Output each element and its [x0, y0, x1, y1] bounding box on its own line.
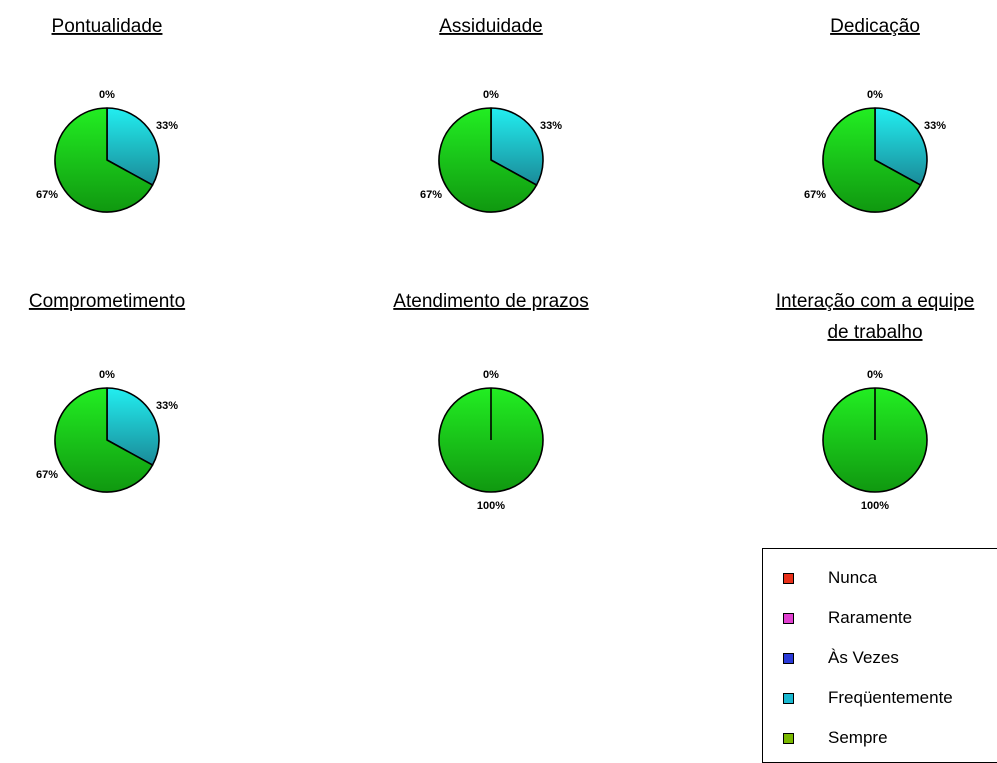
pie-data-label: 100%	[861, 500, 889, 512]
pie-chart-dedicacao: Dedicação 0% 33% 67%	[804, 16, 946, 213]
pie-data-label: 33%	[540, 120, 562, 132]
chart-title: Dedicação	[830, 16, 920, 37]
legend-swatch-sempre	[783, 732, 794, 744]
pie-data-label: 67%	[36, 189, 58, 201]
pie-slice-sempre	[54, 107, 154, 213]
legend-label-nunca: Nunca	[828, 568, 878, 587]
pie-data-label: 0%	[483, 369, 499, 381]
legend-swatch-nunca	[783, 572, 794, 584]
legend-label-sempre: Sempre	[828, 728, 888, 747]
pie-data-label: 0%	[867, 89, 883, 101]
chart-title: Pontualidade	[52, 16, 163, 37]
legend-swatch-raramente	[783, 612, 794, 624]
pie-chart-atendimento-de-prazos: Atendimento de prazos 0% 100%	[393, 291, 588, 512]
pie-slice-sempre	[822, 107, 922, 213]
pie-chart-interacao-com-a-equipe-de-trabalho: Interação com a equipe de trabalho 0% 100%	[776, 291, 975, 512]
pie-data-label: 67%	[420, 189, 442, 201]
pie-slice-sempre	[438, 107, 538, 213]
pie-data-label: 0%	[867, 369, 883, 381]
pie-data-label: 67%	[804, 189, 826, 201]
legend-swatch-frequentemente	[783, 692, 794, 704]
pie-data-label: 33%	[924, 120, 946, 132]
chart-title: Interação com a equipe	[776, 291, 975, 312]
pie-slice-sempre	[54, 387, 154, 493]
pie-data-label: 0%	[99, 369, 115, 381]
chart-title: Atendimento de prazos	[393, 291, 588, 312]
chart-legend: Nunca Raramente Às Vezes Freqüentemente …	[762, 548, 997, 763]
pie-slice-frequentemente	[106, 387, 160, 466]
pie-chart-comprometimento: Comprometimento 0% 33% 67%	[29, 291, 185, 493]
pie-data-label: 100%	[477, 500, 505, 512]
chart-title: Comprometimento	[29, 291, 185, 312]
chart-title: Assiduidade	[439, 16, 543, 37]
pie-data-label: 33%	[156, 120, 178, 132]
pie-chart-assiduidade: Assiduidade 0% 33% 67%	[420, 16, 562, 213]
legend-label-raramente: Raramente	[828, 608, 913, 627]
chart-title: de trabalho	[827, 322, 922, 343]
legend-swatch-as-vezes	[783, 652, 794, 664]
pie-slice-frequentemente	[490, 107, 544, 186]
pie-slice-frequentemente	[106, 107, 160, 186]
pie-data-label: 0%	[99, 89, 115, 101]
pie-data-label: 33%	[156, 400, 178, 412]
legend-label-frequentemente: Freqüentemente	[828, 688, 953, 707]
legend-label-as-vezes: Às Vezes	[828, 648, 899, 667]
pie-data-label: 67%	[36, 469, 58, 481]
pie-chart-pontualidade: Pontualidade 0% 33% 67%	[36, 16, 178, 213]
pie-slice-frequentemente	[874, 107, 928, 186]
pie-data-label: 0%	[483, 89, 499, 101]
